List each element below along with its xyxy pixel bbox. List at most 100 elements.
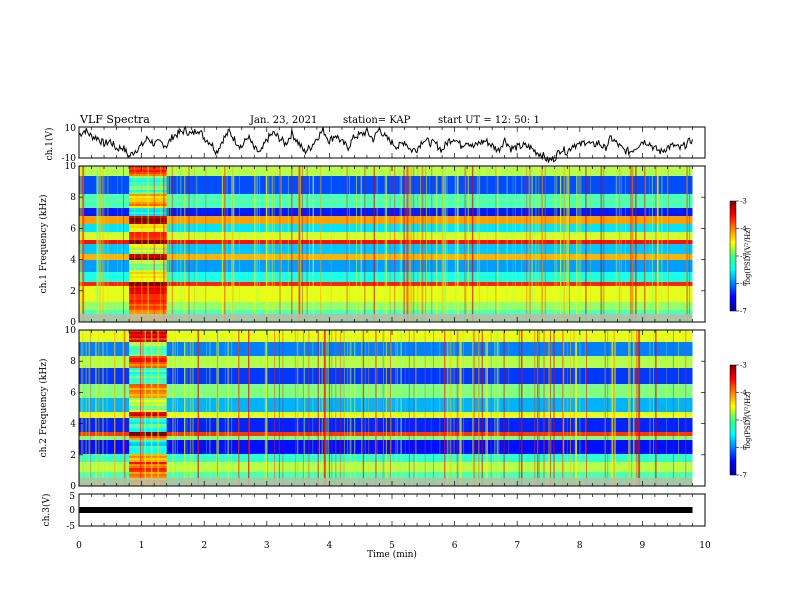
x-tick-label: 9 [640, 541, 646, 551]
spectrogram-band-cell [129, 380, 167, 383]
sferic-streak [151, 330, 153, 486]
sferic-streak [224, 166, 226, 322]
time-axis-tick-labels: 0 1 2 3 4 5 6 7 8 9 10 [76, 541, 711, 551]
spectrogram-row [79, 410, 693, 413]
sferic-streak [496, 166, 499, 322]
sferic-streak [478, 330, 480, 486]
sferic-streak [385, 330, 387, 486]
sferic-streak [238, 330, 240, 486]
sferic-streak [464, 166, 466, 322]
sferic-streak [331, 330, 333, 486]
spectrogram-row [79, 370, 693, 373]
sferic-streak [653, 330, 654, 486]
sferic-streak [503, 330, 505, 486]
spectrogram-row [79, 416, 693, 419]
sferic-streak [412, 166, 415, 322]
spectrogram-band-cell [129, 374, 167, 377]
sferic-streak [576, 166, 579, 322]
spectrogram-band-cell [129, 216, 167, 219]
spectrogram-band-cell [129, 172, 167, 175]
ch2-spectrogram-image [79, 330, 705, 487]
sferic-streak [651, 166, 653, 322]
spectrogram-band-cell [129, 366, 167, 369]
ch2-spectrogram-ylabel: ch.2 Frequency (kHz) [38, 359, 49, 458]
colorbar-tick-label: -5 [740, 417, 747, 425]
sferic-streak [506, 166, 508, 322]
colorbar-tick-label: -4 [740, 389, 747, 397]
spectrogram-band-cell [129, 472, 167, 475]
ch3-waveform-line [79, 507, 693, 513]
sferic-streak [629, 330, 631, 486]
colorbar-tick-label: -5 [740, 253, 747, 261]
spectrogram-row [79, 450, 693, 453]
sferic-streak [90, 330, 92, 486]
spectrogram-band-cell [129, 226, 167, 229]
sferic-streak [117, 166, 119, 322]
ch3-waveform-panel: 5 0 -5 ch.3(V) [41, 492, 706, 532]
spectrogram-band-cell [129, 242, 167, 245]
spectrogram-row [79, 392, 693, 395]
sferic-streak [373, 166, 375, 322]
spectrogram-band-cell [129, 416, 167, 419]
sferic-streak [643, 166, 646, 322]
sferic-streak [614, 330, 616, 486]
spectrogram-band-cell [129, 206, 167, 209]
spectrogram-band-cell [129, 298, 167, 301]
sferic-streak [449, 330, 451, 486]
sferic-streak [349, 330, 352, 486]
spectrogram-band-cell [129, 456, 167, 459]
spectrogram-band-cell [129, 468, 167, 471]
ch1-ytick-bottom: -10 [62, 154, 77, 164]
spectrogram-band-cell [129, 184, 167, 187]
spectrogram-row [79, 378, 693, 381]
spectrogram-band-cell [129, 214, 167, 217]
sferic-streak [498, 330, 500, 486]
sferic-streak [415, 330, 417, 486]
sferic-streak [444, 330, 446, 486]
sferic-streak [451, 330, 453, 486]
spectrogram-row [79, 464, 693, 467]
sferic-streak [459, 330, 461, 486]
spectrogram-band-cell [129, 254, 167, 257]
sferic-streak [611, 330, 613, 486]
spectrogram-row [79, 384, 693, 387]
ch3-ylabel: ch.3(V) [41, 494, 52, 527]
spectrogram-row [79, 350, 693, 353]
sferic-streak [542, 166, 543, 322]
sferic-streak [266, 166, 267, 322]
spectrogram-band-cell [129, 264, 167, 267]
spectrogram-band-cell [129, 442, 167, 445]
sferic-streak [301, 166, 303, 322]
sferic-streak [615, 166, 618, 322]
sferic-streak [231, 166, 233, 322]
sferic-streak [189, 330, 192, 486]
sferic-streak [146, 166, 148, 322]
spectrogram-band-cell [129, 212, 167, 215]
spectrogram-band-cell [129, 408, 167, 411]
spectrogram-band-cell [129, 310, 167, 313]
spectrogram-row [79, 338, 693, 341]
spectrogram-row [79, 334, 693, 337]
spectrogram-row [79, 354, 693, 357]
ch2-colorbar-label: log(PSD)(V²/Hz) [744, 391, 752, 448]
spectrogram-band-cell [129, 246, 167, 249]
sferic-streak [248, 330, 250, 486]
spectrogram-band-cell [129, 346, 167, 349]
sferic-streak [347, 166, 348, 322]
spectrogram-row [79, 398, 693, 401]
sferic-streak [318, 330, 320, 486]
spectrogram-row [79, 424, 693, 427]
sferic-streak [410, 166, 412, 322]
spectrogram-band-cell [129, 258, 167, 261]
spectrogram-band-cell [129, 436, 167, 439]
sferic-streak [490, 330, 492, 486]
spectrogram-row [79, 440, 693, 443]
sferic-streak [538, 330, 540, 486]
spectrogram-band-cell [129, 460, 167, 463]
spectrogram-band-cell [129, 334, 167, 337]
sferic-streak [232, 166, 235, 322]
spectrogram-band-cell [129, 266, 167, 269]
spectrogram-band-cell [129, 428, 167, 431]
sferic-streak [278, 330, 280, 486]
